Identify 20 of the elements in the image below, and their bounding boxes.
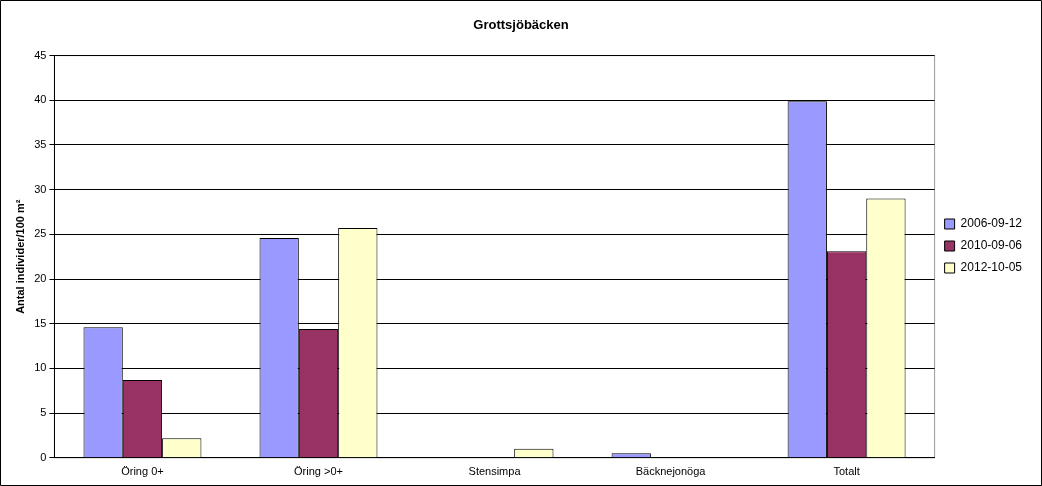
y-tick-label: 30	[34, 182, 47, 195]
legend-label: 2006-09-12	[960, 216, 1023, 231]
y-tick-label: 45	[34, 48, 47, 61]
y-tick-label: 5	[40, 406, 47, 419]
y-tick-label: 10	[34, 361, 47, 374]
legend-label: 2012-10-05	[960, 260, 1023, 275]
x-tick-label: Bäcknejonöga	[635, 465, 707, 478]
y-tick-label: 0	[40, 450, 47, 463]
legend-label: 2010-09-06	[960, 238, 1023, 253]
y-tick-label: 20	[34, 272, 47, 285]
chart-title: Grottsjöbäcken	[473, 17, 569, 33]
x-tick-label: Totalt	[833, 465, 860, 478]
y-axis-title: Antal individer/100 m²	[13, 199, 26, 314]
y-tick-label: 40	[34, 93, 47, 106]
x-tick-label: Stensimpa	[468, 465, 522, 478]
y-tick-label: 15	[34, 316, 47, 329]
y-tick-label: 25	[34, 227, 47, 240]
x-tick-label: Öring >0+	[294, 465, 343, 478]
y-tick-label: 35	[34, 138, 47, 151]
x-tick-label: Öring 0+	[121, 465, 164, 478]
